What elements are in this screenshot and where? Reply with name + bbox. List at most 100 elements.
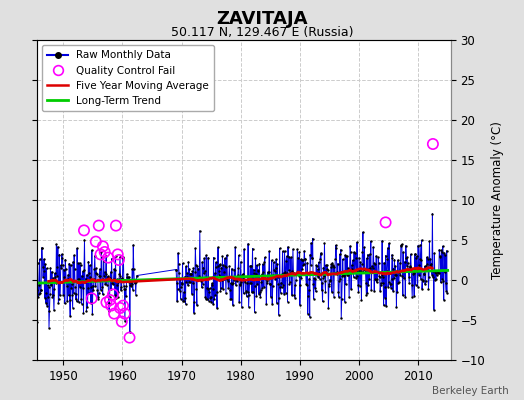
Point (336, 276, 344, 282)
Point (185, 278, 194, 285)
Point (335, 251, 344, 258)
Point (400, 275, 408, 282)
Point (124, 274, 133, 280)
Point (198, 259, 206, 265)
Point (246, 262, 254, 269)
Point (174, 250, 182, 256)
Point (256, 294, 265, 300)
Point (185, 278, 193, 285)
Point (177, 296, 185, 302)
Point (40, 256, 48, 262)
Point (421, 281, 429, 288)
Point (64, 272, 72, 278)
Point (352, 275, 360, 282)
Point (305, 276, 313, 282)
Point (114, 289, 123, 296)
Point (180, 297, 188, 304)
Point (126, 281, 135, 288)
Point (381, 252, 390, 259)
Point (381, 284, 389, 290)
Point (342, 281, 350, 288)
Point (127, 279, 135, 285)
Point (111, 267, 119, 273)
Point (206, 294, 214, 301)
Point (421, 278, 430, 284)
Point (239, 271, 247, 277)
Point (383, 268, 391, 274)
Point (63, 276, 72, 282)
Point (293, 269, 301, 276)
Point (82, 308, 91, 314)
Point (281, 290, 290, 296)
Point (352, 273, 361, 279)
Point (288, 292, 296, 298)
Point (245, 291, 253, 298)
Point (290, 292, 299, 298)
Point (88, 247, 96, 253)
Point (376, 288, 385, 294)
Point (81, 278, 90, 284)
Point (419, 278, 427, 284)
Point (417, 276, 425, 282)
Point (346, 243, 354, 249)
Point (128, 280, 136, 287)
Point (430, 306, 438, 313)
Point (434, 270, 443, 276)
Point (217, 285, 225, 291)
Point (114, 278, 122, 285)
Point (86, 300, 95, 306)
Point (223, 252, 231, 258)
Point (217, 264, 226, 271)
Point (359, 269, 368, 276)
Point (234, 265, 243, 272)
Point (66, 296, 74, 303)
Point (61, 256, 70, 263)
Point (42, 290, 50, 296)
Point (292, 277, 300, 284)
Point (216, 288, 225, 294)
Point (250, 309, 259, 316)
Point (239, 290, 248, 296)
Point (440, 297, 448, 303)
Point (435, 246, 443, 253)
Point (355, 267, 364, 274)
Point (89, 282, 97, 289)
Point (203, 296, 211, 302)
Point (90, 266, 99, 272)
Point (102, 299, 111, 306)
Point (43, 302, 51, 309)
Point (357, 267, 365, 274)
Point (384, 245, 392, 251)
Point (85, 270, 94, 277)
Point (210, 254, 218, 261)
Point (106, 275, 114, 281)
Point (396, 271, 405, 278)
Point (330, 294, 338, 300)
Point (187, 271, 195, 277)
Point (299, 256, 307, 263)
Point (35, 291, 43, 297)
Point (348, 257, 357, 264)
Point (385, 279, 393, 286)
Point (342, 253, 351, 259)
Point (121, 318, 129, 324)
Point (204, 254, 212, 261)
Point (84, 285, 92, 292)
Point (268, 301, 277, 307)
Point (378, 238, 386, 244)
Point (92, 238, 100, 245)
Point (183, 270, 192, 276)
Point (268, 257, 276, 264)
Point (99, 276, 107, 282)
Point (48, 268, 56, 275)
Point (118, 275, 126, 282)
Point (122, 293, 130, 299)
Point (398, 241, 406, 248)
Point (318, 280, 326, 286)
Point (80, 267, 88, 274)
Point (404, 266, 412, 273)
Point (266, 281, 274, 288)
Point (74, 299, 83, 305)
Point (201, 268, 209, 274)
Point (418, 237, 426, 243)
